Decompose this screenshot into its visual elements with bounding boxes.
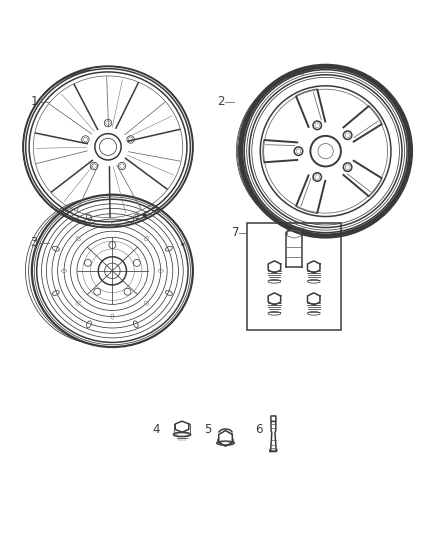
Text: 4: 4	[152, 423, 159, 436]
Text: 6: 6	[255, 423, 263, 436]
Text: 1: 1	[30, 95, 38, 109]
Circle shape	[311, 233, 314, 235]
Text: 5: 5	[205, 423, 212, 436]
Text: 7: 7	[232, 226, 239, 239]
Bar	[247, 223, 341, 329]
Text: 3: 3	[30, 236, 38, 249]
Text: 2: 2	[217, 95, 225, 109]
Circle shape	[144, 214, 147, 217]
